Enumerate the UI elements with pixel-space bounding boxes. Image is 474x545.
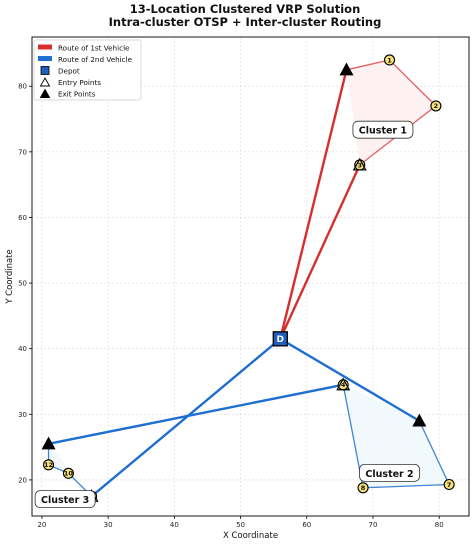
vehicle2-intra-route bbox=[47, 443, 93, 497]
cluster-fill-layer bbox=[48, 59, 450, 497]
vehicle2-intra-route bbox=[342, 384, 450, 489]
customer-node-label: 7 bbox=[447, 481, 452, 489]
cluster-area bbox=[346, 59, 436, 165]
x-tick-label: 30 bbox=[104, 521, 113, 529]
vehicle2-inter-route bbox=[279, 337, 421, 423]
customer-node-label: 10 bbox=[64, 470, 74, 478]
depot-label: D bbox=[277, 335, 284, 345]
tick-layer: 20 30 40 50 60 70 80 20 30 40 50 60 70 80 bbox=[18, 83, 444, 529]
legend-vehicle1-swatch bbox=[38, 44, 52, 50]
customer-node bbox=[383, 54, 396, 66]
customer-node-label: 3 bbox=[357, 161, 362, 169]
y-tick-label: 70 bbox=[18, 148, 27, 156]
legend-vehicle1-label: Route of 1st Vehicle bbox=[58, 44, 130, 53]
cluster-area bbox=[343, 384, 450, 488]
x-tick-label: 70 bbox=[369, 521, 378, 529]
legend-depot-swatch bbox=[40, 66, 50, 75]
vehicle1-inter-route bbox=[279, 163, 361, 341]
x-tick-label: 60 bbox=[302, 521, 311, 529]
customer-node-label: 1 bbox=[387, 56, 392, 64]
exit-point-marker bbox=[339, 62, 354, 76]
x-tick-label: 50 bbox=[236, 521, 245, 529]
plot-frame bbox=[31, 36, 470, 517]
legend-vehicle2-swatch bbox=[38, 56, 52, 61]
y-tick-label: 40 bbox=[18, 345, 27, 353]
vehicle1-inter-route bbox=[279, 68, 348, 341]
x-tick-label: 80 bbox=[435, 521, 444, 529]
legend-entry-swatch bbox=[39, 77, 51, 87]
chart-title-line2: Intra-cluster OTSP + Inter-cluster Routi… bbox=[109, 15, 382, 29]
customer-node-label: 8 bbox=[361, 484, 366, 492]
x-tick-label: 20 bbox=[37, 521, 46, 529]
legend-exit-label: Exit Points bbox=[58, 90, 96, 99]
customer-node-label: 12 bbox=[44, 461, 53, 469]
x-axis-label: X Coordinate bbox=[223, 531, 278, 541]
chart-title-line1: 13-Location Clustered VRP Solution bbox=[130, 2, 361, 16]
cluster-label: Cluster 1 bbox=[359, 126, 407, 137]
customer-node bbox=[430, 100, 442, 112]
legend-vehicle2-label: Route of 2nd Vehicle bbox=[58, 55, 133, 64]
vehicle2-inter-route bbox=[90, 337, 282, 498]
customer-node bbox=[357, 482, 369, 494]
customer-node-label: 2 bbox=[434, 102, 439, 110]
entry-point-marker bbox=[336, 377, 351, 391]
legend-entry-label: Entry Points bbox=[58, 78, 101, 87]
entry-point-marker bbox=[352, 157, 367, 171]
y-tick-label: 30 bbox=[18, 411, 27, 419]
customer-node bbox=[62, 467, 74, 479]
y-tick-label: 60 bbox=[18, 214, 27, 222]
legend-depot-label: Depot bbox=[58, 67, 80, 76]
vehicle2-inter-route bbox=[47, 383, 345, 446]
cluster-label: Cluster 3 bbox=[41, 495, 89, 506]
customer-node bbox=[443, 478, 455, 491]
y-tick-label: 50 bbox=[18, 280, 27, 288]
legend-exit-swatch bbox=[39, 88, 51, 98]
cluster-label-box bbox=[359, 463, 420, 482]
exit-point-marker bbox=[412, 413, 427, 427]
route-layer bbox=[47, 59, 450, 498]
depot-marker bbox=[272, 331, 288, 347]
y-axis-label: Y Coordinate bbox=[5, 249, 15, 305]
cluster-area bbox=[48, 443, 92, 497]
x-tick-label: 40 bbox=[170, 521, 179, 529]
cluster-label-box bbox=[352, 120, 414, 139]
cluster-label-layer: Cluster 1 Cluster 2 Cluster 3 bbox=[34, 120, 420, 508]
exit-point-marker bbox=[41, 436, 56, 450]
y-tick-label: 80 bbox=[18, 83, 27, 91]
legend: Route of 1st Vehicle Route of 2nd Vehicl… bbox=[33, 39, 142, 101]
legend-box bbox=[33, 39, 142, 101]
customer-node-label: 4 bbox=[341, 381, 346, 389]
marker-layer: 123478101112D bbox=[41, 54, 455, 502]
cluster-label-box bbox=[34, 490, 96, 508]
cluster-label: Cluster 2 bbox=[365, 469, 413, 480]
y-tick-label: 20 bbox=[18, 476, 27, 484]
customer-node bbox=[43, 459, 55, 471]
